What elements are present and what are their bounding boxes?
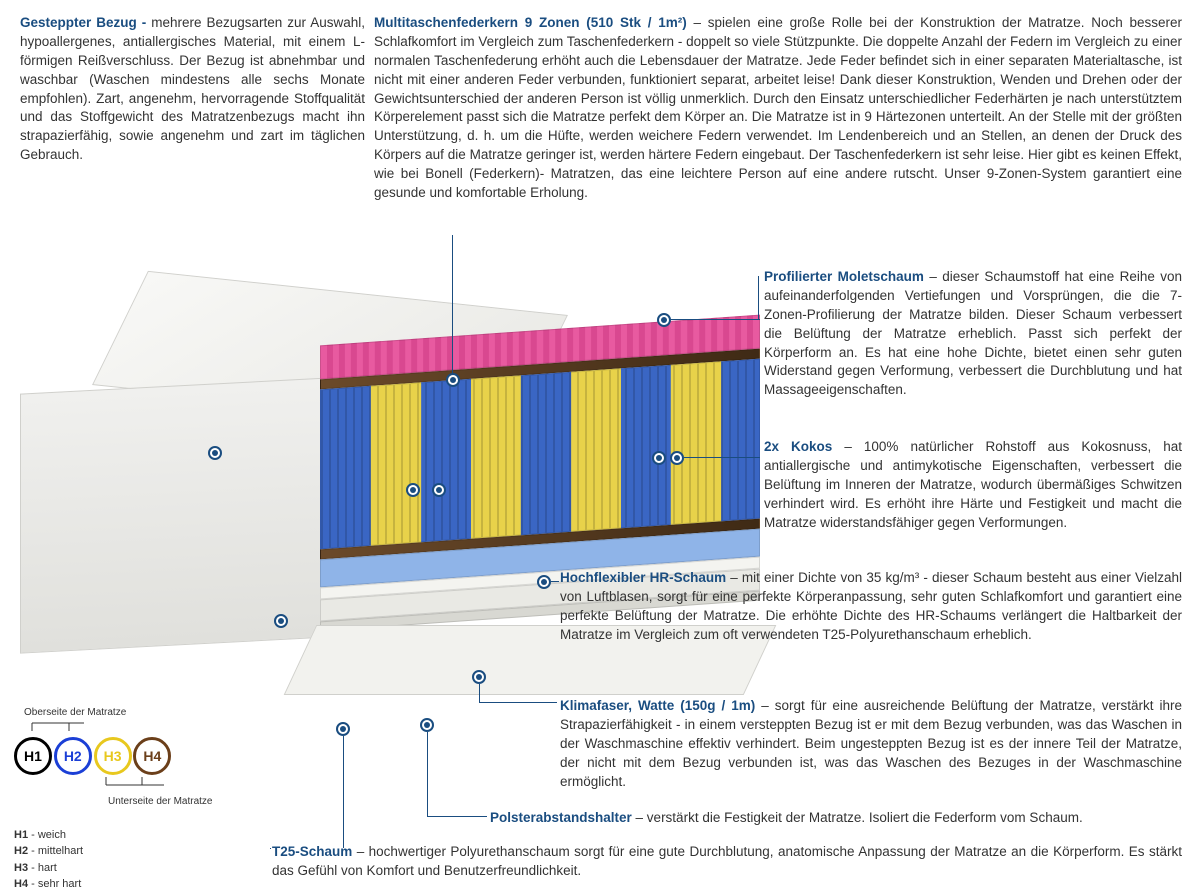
- section-klima: Klimafaser, Watte (150g / 1m) – sorgt fü…: [560, 697, 1182, 791]
- hardness-bottom-lines-icon: [14, 775, 194, 789]
- legend-h2: H2 - mittelhart: [14, 843, 264, 860]
- mattress-cover-side: [20, 376, 350, 653]
- marker-multitaschen-2: [406, 483, 420, 497]
- leader-t25-h: [270, 848, 271, 849]
- title-molet: Profilierter Moletschaum: [764, 269, 929, 284]
- leader-molet-v: [758, 276, 759, 320]
- legend-h1: H1 - weich: [14, 827, 264, 844]
- marker-multitaschen-3: [432, 483, 446, 497]
- title-multitaschen: Multitaschenfederkern 9 Zonen (510 Stk /…: [374, 15, 694, 30]
- text-t25: – hochwertiger Polyurethanschaum sorgt f…: [272, 844, 1182, 878]
- section-t25: T25-Schaum – hochwertiger Polyurethansch…: [272, 843, 1182, 881]
- marker-molet: [657, 313, 671, 327]
- leader-klima-v: [479, 684, 480, 702]
- leader-molet-h: [670, 319, 760, 320]
- title-hr: Hochflexibler HR-Schaum: [560, 570, 730, 585]
- hardness-circle-h2: H2: [54, 737, 92, 775]
- leader-t25-v: [343, 736, 344, 848]
- hardness-legend-list: H1 - weich H2 - mittelhart H3 - hart H4 …: [14, 827, 264, 893]
- leader-multitaschen: [452, 235, 453, 375]
- title-klima: Klimafaser, Watte (150g / 1m): [560, 698, 761, 713]
- legend-h4: H4 - sehr hart: [14, 876, 264, 893]
- text-molet: – dieser Schaumstoff hat eine Reihe von …: [764, 269, 1182, 397]
- marker-hr: [537, 575, 551, 589]
- hardness-circles: H1 H2 H3 H4: [14, 737, 264, 775]
- hardness-circle-h3: H3: [94, 737, 132, 775]
- marker-t25: [336, 722, 350, 736]
- title-bezug: Gesteppter Bezug -: [20, 15, 151, 30]
- text-multitaschen: – spielen eine große Rolle bei der Konst…: [374, 15, 1182, 200]
- leader-polster-h: [427, 816, 487, 817]
- section-bezug: Gesteppter Bezug - mehrere Bezugsarten z…: [20, 14, 365, 165]
- section-polster: Polsterabstandshalter – verstärkt die Fe…: [490, 809, 1182, 828]
- hardness-legend: Oberseite der Matratze H1 H2 H3 H4 Unter…: [14, 706, 264, 893]
- marker-kokos-1: [652, 451, 666, 465]
- title-kokos: 2x Kokos: [764, 439, 844, 454]
- text-polster: – verstärkt die Festigkeit der Matratze.…: [636, 810, 1083, 825]
- layer-federkern: [320, 359, 760, 550]
- hardness-bottom-label: Unterseite der Matratze: [108, 795, 264, 809]
- marker-multitaschen-1: [446, 373, 460, 387]
- text-bezug: mehrere Bezugsarten zur Auswahl, hypoall…: [20, 15, 365, 162]
- leader-polster-v: [427, 732, 428, 816]
- hardness-circle-h1: H1: [14, 737, 52, 775]
- marker-polster: [420, 718, 434, 732]
- legend-h3: H3 - hart: [14, 860, 264, 877]
- title-t25: T25-Schaum: [272, 844, 357, 859]
- title-polster: Polsterabstandshalter: [490, 810, 636, 825]
- leader-kokos-h: [684, 457, 760, 458]
- section-hr: Hochflexibler HR-Schaum – mit einer Dich…: [560, 569, 1182, 645]
- hardness-top-label: Oberseite der Matratze: [24, 706, 264, 720]
- section-kokos: 2x Kokos – 100% natürlicher Rohstoff aus…: [764, 438, 1182, 532]
- hardness-circle-h4: H4: [133, 737, 171, 775]
- section-molet: Profilierter Moletschaum – dieser Schaum…: [764, 268, 1182, 400]
- leader-klima-h: [479, 702, 557, 703]
- marker-kokos-2: [670, 451, 684, 465]
- marker-bezug: [208, 446, 222, 460]
- leader-hr-h: [551, 581, 559, 582]
- marker-bezug-inner: [274, 614, 288, 628]
- marker-klima: [472, 670, 486, 684]
- section-multitaschen: Multitaschenfederkern 9 Zonen (510 Stk /…: [374, 14, 1182, 203]
- hardness-top-lines-icon: [14, 721, 194, 733]
